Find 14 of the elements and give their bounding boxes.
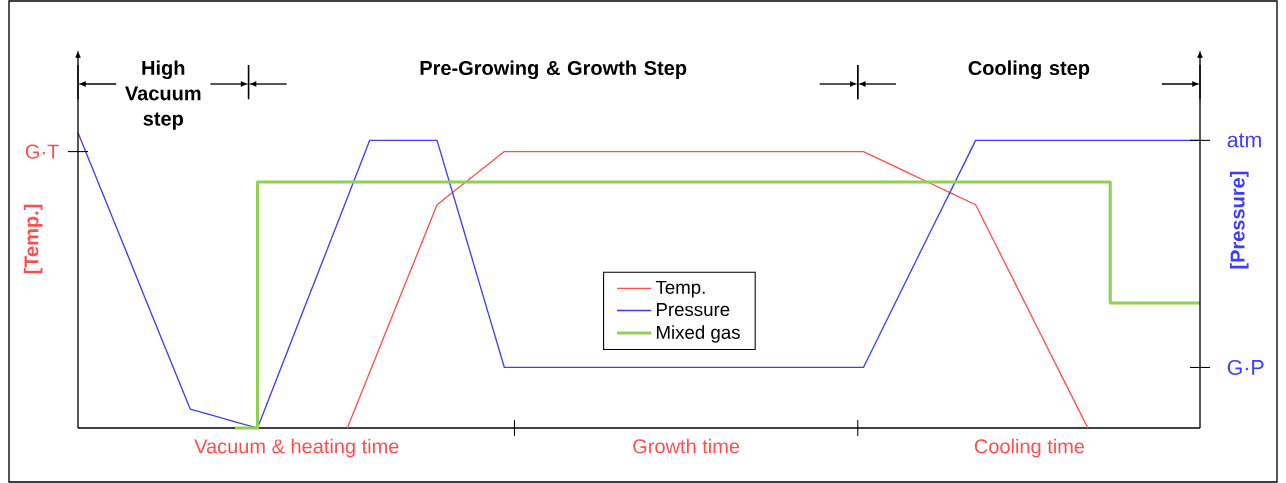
text: Cooling time [974,438,1085,458]
legend-label: Mixed gas [656,325,740,343]
text: Growth time [633,438,740,454]
y2-axis-title: [Pressure] [1229,171,1249,269]
text: Cooling step [968,60,1090,80]
y-axis-title: [Temp.] [23,204,43,274]
text: G·P [1227,359,1264,376]
text: atm [1227,133,1261,148]
text: Vacuum & heating time [194,438,399,458]
legend-label: Temp. [655,280,705,298]
text: Pre-Growing & Growth Step [420,60,687,80]
text: High Vacuum step [125,60,201,130]
legend-label: Pressure [656,303,730,317]
text: G·T [25,144,59,159]
